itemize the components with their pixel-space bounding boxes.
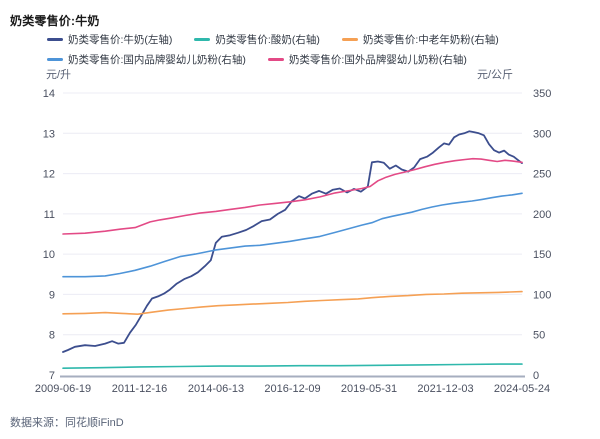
legend-label: 奶类零售价:国内品牌婴幼儿奶粉(右轴) (68, 54, 246, 66)
legend-row-1: 奶类零售价:牛奶(左轴) 奶类零售价:酸奶(右轴) 奶类零售价:中老年奶粉(右轴… (47, 32, 521, 47)
right-axis-tick: 50 (533, 330, 545, 342)
chart-legend: 奶类零售价:牛奶(左轴) 奶类零售价:酸奶(右轴) 奶类零售价:中老年奶粉(右轴… (47, 32, 521, 67)
right-axis-tick: 150 (533, 249, 551, 261)
legend-item-foreign-infant-powder[interactable]: 奶类零售价:国外品牌婴幼儿奶粉(右轴) (267, 52, 467, 67)
legend-row-2: 奶类零售价:国内品牌婴幼儿奶粉(右轴) 奶类零售价:国外品牌婴幼儿奶粉(右轴) (47, 52, 521, 67)
series-line-3 (62, 192, 523, 278)
right-axis-tick: 0 (533, 370, 539, 382)
right-axis-tick-labels: 0 50 100 150 200 250 300 350 (533, 88, 551, 382)
legend-label: 奶类零售价:国外品牌婴幼儿奶粉(右轴) (288, 54, 467, 66)
left-axis-tick: 14 (43, 88, 55, 100)
series-line-2 (62, 290, 523, 316)
right-axis-tick: 100 (533, 289, 551, 301)
legend-line-marker-foreign-infant (267, 58, 284, 61)
legend-line-marker-milk (47, 38, 63, 41)
legend-item-senior-powder[interactable]: 奶类零售价:中老年奶粉(右轴) (341, 32, 499, 47)
series-line-0 (62, 130, 523, 353)
right-axis-tick: 200 (533, 209, 551, 221)
data-source-note: 数据来源：同花顺iFinD (10, 417, 124, 429)
left-axis-tick: 11 (44, 209, 55, 221)
legend-label: 奶类零售价:牛奶(左轴) (68, 34, 173, 46)
legend-line-marker-domestic-infant (47, 58, 63, 61)
left-axis-tick: 12 (43, 169, 55, 181)
gridlines (63, 92, 522, 336)
x-axis-tick: 2019-05-31 (341, 383, 397, 395)
x-axis-tick: 2011-12-16 (112, 383, 167, 395)
left-axis-tick: 9 (49, 289, 55, 301)
x-axis-tick: 2016-12-09 (264, 383, 320, 395)
right-axis-tick: 250 (533, 169, 551, 181)
legend-item-domestic-infant-powder[interactable]: 奶类零售价:国内品牌婴幼儿奶粉(右轴) (47, 52, 246, 67)
left-axis-unit-label: 元/升 (46, 69, 72, 81)
legend-line-marker-yogurt (194, 38, 211, 41)
right-axis-tick: 350 (533, 88, 551, 100)
left-axis-tick: 8 (49, 330, 55, 342)
series-line-1 (62, 363, 523, 370)
x-axis-tick: 2024-05-24 (494, 383, 550, 395)
x-axis-tick-labels: 2009-06-19 2011-12-16 2014-06-13 2016-12-09… (35, 383, 550, 395)
left-axis-tick: 10 (43, 249, 55, 261)
left-axis-tick: 7 (49, 370, 55, 382)
right-axis-unit-label: 元/公斤 (477, 69, 514, 81)
legend-item-milk[interactable]: 奶类零售价:牛奶(左轴) (47, 32, 172, 47)
legend-label: 奶类零售价:酸奶(右轴) (215, 34, 320, 46)
x-axis-tick: 2014-06-13 (188, 383, 244, 395)
series-line-4 (62, 157, 523, 235)
left-axis-tick: 13 (43, 128, 55, 140)
chart-title: 奶类零售价:牛奶 (10, 14, 100, 28)
legend-label: 奶类零售价:中老年奶粉(右轴) (362, 34, 499, 46)
left-axis-tick-labels: 7 8 9 10 11 12 13 14 (43, 88, 55, 382)
legend-item-yogurt[interactable]: 奶类零售价:酸奶(右轴) (194, 32, 320, 47)
legend-line-marker-senior-powder (341, 38, 358, 41)
x-axis-tick: 2021-12-03 (417, 383, 473, 395)
right-axis-tick: 300 (533, 128, 551, 140)
series-lines (62, 130, 523, 370)
x-axis-tick: 2009-06-19 (35, 383, 91, 395)
